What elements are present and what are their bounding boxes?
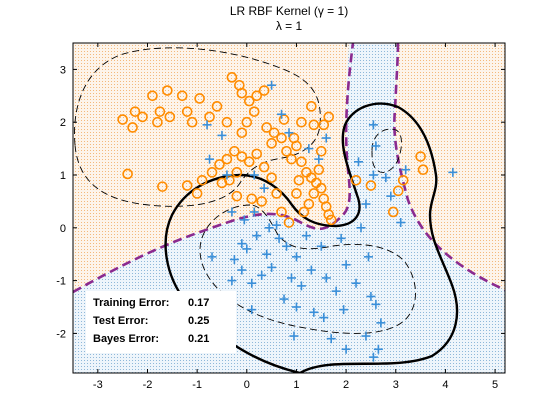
- bayes-error-label: Bayes Error:: [93, 333, 159, 345]
- x-tick-label: 4: [442, 379, 448, 391]
- test-error-value: 0.25: [188, 315, 209, 327]
- chart-title: LR RBF Kernel (γ = 1): [230, 4, 348, 18]
- x-tick-label: -1: [192, 379, 202, 391]
- x-tick-label: 5: [492, 379, 498, 391]
- y-tick-label: -2: [56, 328, 66, 340]
- chart-subtitle: λ = 1: [276, 19, 303, 33]
- x-tick-label: -3: [93, 379, 103, 391]
- training-error-label: Training Error:: [93, 297, 169, 309]
- y-tick-label: 1: [60, 170, 66, 182]
- training-error-value: 0.17: [188, 297, 209, 309]
- test-error-label: Test Error:: [93, 315, 148, 327]
- error-box: Training Error: 0.17 Test Error: 0.25 Ba…: [86, 291, 236, 353]
- x-tick-label: 3: [393, 379, 399, 391]
- x-tick-label: 0: [244, 379, 250, 391]
- y-tick-label: 3: [60, 64, 66, 76]
- bayes-error-value: 0.21: [188, 333, 209, 345]
- x-tick-label: 2: [343, 379, 349, 391]
- y-tick-label: 2: [60, 117, 66, 129]
- y-tick-label: -1: [56, 276, 66, 288]
- y-tick-label: 0: [60, 223, 66, 235]
- x-tick-label: -2: [143, 379, 153, 391]
- x-tick-label: 1: [293, 379, 299, 391]
